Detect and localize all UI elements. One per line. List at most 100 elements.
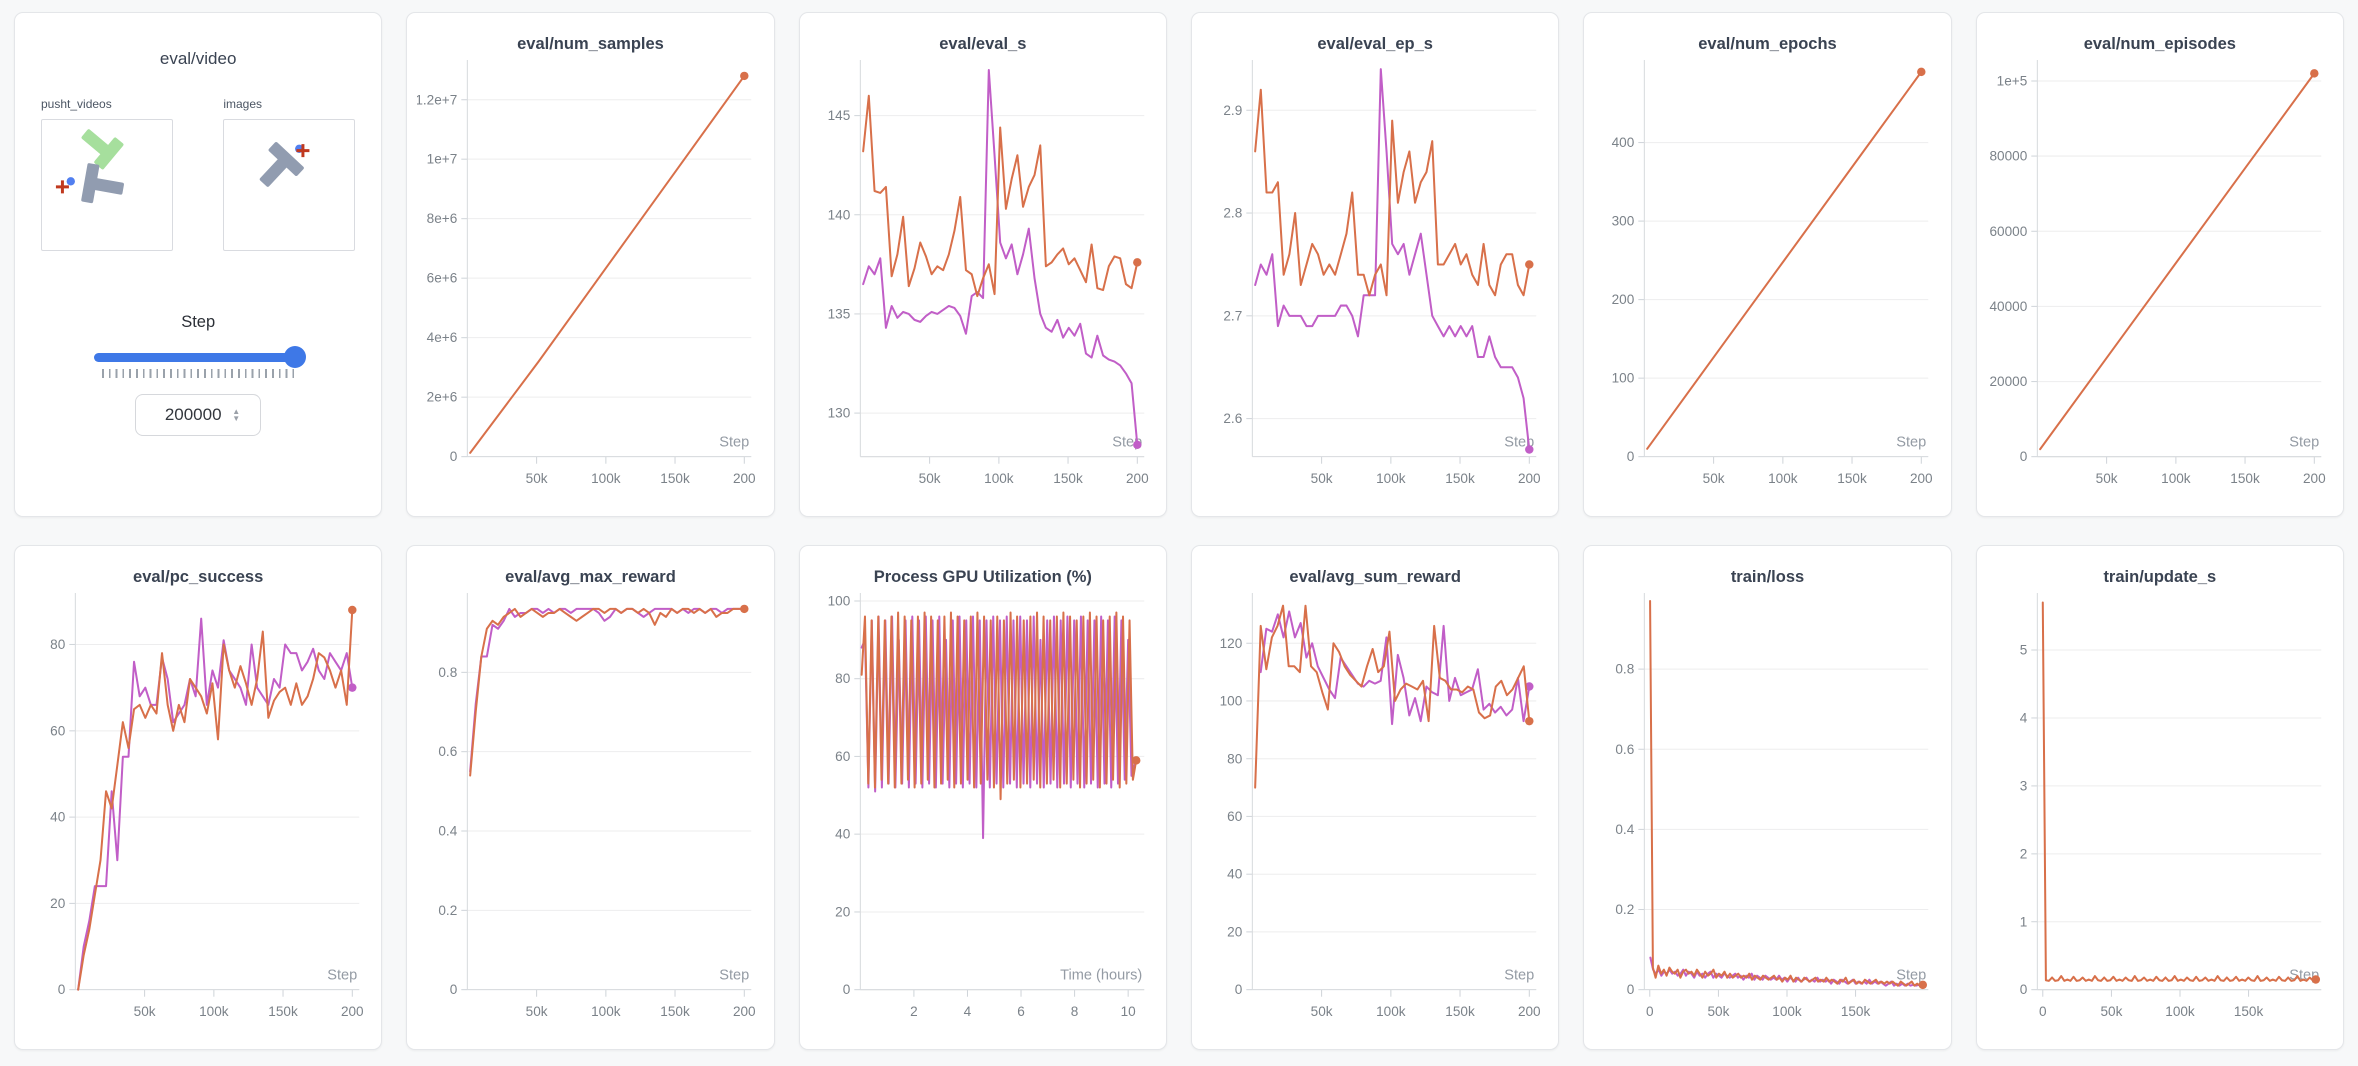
svg-text:50k: 50k: [1311, 1004, 1333, 1019]
svg-text:200: 200: [1518, 1004, 1541, 1019]
svg-text:0: 0: [842, 982, 850, 997]
step-slider-track[interactable]: [94, 353, 303, 362]
svg-text:6: 6: [1017, 1004, 1025, 1019]
svg-text:50k: 50k: [134, 1004, 156, 1019]
svg-text:0.4: 0.4: [1616, 822, 1635, 837]
panel-process-gpu-utilization: Process GPU Utilization (%) 0 20 40 60 80 100…: [798, 545, 1167, 1050]
svg-text:8: 8: [1070, 1004, 1078, 1019]
pusht-scene-image: [55, 129, 124, 204]
svg-text:40000: 40000: [1989, 299, 2027, 314]
panel-eval-num-epochs: eval/num_epochs 0 100 200 300 400 50k 100k 150k…: [1583, 12, 1952, 517]
svg-text:100k: 100k: [2161, 471, 2191, 486]
svg-text:0: 0: [450, 449, 458, 464]
svg-text:200: 200: [1518, 471, 1541, 486]
step-increment-icon[interactable]: ▲: [232, 407, 241, 416]
svg-text:0.8: 0.8: [1616, 662, 1635, 677]
svg-text:6e+6: 6e+6: [427, 271, 458, 286]
svg-text:145: 145: [827, 108, 850, 123]
svg-text:0: 0: [450, 982, 458, 997]
svg-text:100k: 100k: [591, 1004, 621, 1019]
chart-canvas-train-update-s[interactable]: 0 1 2 3 4 5 0 50k 100k 150k Step: [1977, 589, 2343, 1034]
svg-text:20: 20: [50, 896, 66, 911]
svg-text:120: 120: [1220, 636, 1243, 651]
svg-text:150k: 150k: [2233, 1004, 2263, 1019]
svg-text:8e+6: 8e+6: [427, 211, 458, 226]
svg-text:200: 200: [2303, 471, 2326, 486]
svg-text:100k: 100k: [1376, 471, 1406, 486]
svg-text:40: 40: [835, 827, 851, 842]
svg-text:0.2: 0.2: [1616, 902, 1635, 917]
svg-text:100k: 100k: [1768, 471, 1798, 486]
svg-text:Step: Step: [1897, 435, 1927, 451]
chart-canvas-train-loss[interactable]: 0 0.2 0.4 0.6 0.8 0 50k 100k 150k Step: [1584, 589, 1950, 1034]
chart-canvas-eval-num-epochs[interactable]: 0 100 200 300 400 50k 100k 150k 200 Step: [1584, 56, 1950, 501]
svg-text:0: 0: [2019, 449, 2027, 464]
svg-text:0.4: 0.4: [439, 824, 458, 839]
svg-text:Time (hours): Time (hours): [1060, 968, 1142, 984]
images-thumb: images: [223, 97, 356, 251]
pusht-videos-label: pusht_videos: [41, 97, 112, 111]
svg-text:0: 0: [58, 982, 66, 997]
images-label: images: [223, 97, 263, 111]
svg-text:150k: 150k: [661, 471, 691, 486]
step-slider[interactable]: [94, 346, 307, 368]
chart-canvas-eval-eval-s[interactable]: 130 135 140 145 50k 100k 150k 200 Step: [800, 56, 1166, 501]
chart-canvas-eval-num-episodes[interactable]: 0 20000 40000 60000 80000 1e+5 50k 100k 150k 200 S…: [1977, 56, 2343, 501]
svg-text:150k: 150k: [1053, 471, 1083, 486]
chart-canvas-process-gpu-utilization[interactable]: 0 20 40 60 80 100 2 4 6 8 10 Time (hours): [800, 589, 1166, 1034]
chart-title: eval/avg_max_reward: [505, 568, 676, 586]
svg-text:Step: Step: [720, 435, 750, 451]
svg-text:100k: 100k: [591, 471, 621, 486]
panel-eval-pc-success: eval/pc_success 0 20 40 60 80 50k 100k 150k 200 S…: [14, 545, 383, 1050]
video-thumbnails: pusht_videos: [15, 97, 381, 251]
svg-text:140: 140: [827, 207, 850, 222]
svg-text:150k: 150k: [1841, 1004, 1871, 1019]
svg-text:100k: 100k: [984, 471, 1014, 486]
svg-text:2.6: 2.6: [1223, 411, 1242, 426]
svg-text:150k: 150k: [1445, 1004, 1475, 1019]
step-input[interactable]: [156, 404, 231, 426]
svg-text:400: 400: [1612, 135, 1635, 150]
svg-text:150k: 150k: [2230, 471, 2260, 486]
svg-text:50k: 50k: [2100, 1004, 2122, 1019]
chart-title: train/update_s: [2103, 568, 2217, 586]
svg-text:150k: 150k: [661, 1004, 691, 1019]
chart-title: eval/eval_ep_s: [1317, 35, 1433, 53]
svg-text:50k: 50k: [1708, 1004, 1730, 1019]
svg-text:2: 2: [2019, 846, 2027, 861]
svg-text:50k: 50k: [526, 471, 548, 486]
svg-text:200: 200: [1612, 292, 1635, 307]
panel-eval-avg-sum-reward: eval/avg_sum_reward 0 20 40 60 80 100 120 50k 10…: [1191, 545, 1560, 1050]
chart-canvas-eval-eval-ep-s[interactable]: 2.6 2.7 2.8 2.9 50k 100k 150k 200 Step: [1192, 56, 1558, 501]
panel-eval-avg-max-reward: eval/avg_max_reward 0 0.2 0.4 0.6 0.8 50k 100k…: [406, 545, 775, 1050]
chart-title: train/loss: [1730, 568, 1805, 586]
step-decrement-icon[interactable]: ▼: [232, 414, 241, 423]
svg-text:2e+6: 2e+6: [427, 390, 458, 405]
svg-text:1e+7: 1e+7: [427, 152, 458, 167]
step-slider-thumb[interactable]: [284, 346, 307, 368]
panel-eval-video: eval/video pusht_videos: [14, 12, 383, 517]
images-thumbnail[interactable]: [223, 119, 356, 251]
svg-text:0: 0: [2039, 1004, 2047, 1019]
svg-text:0: 0: [1627, 449, 1635, 464]
svg-text:20: 20: [1227, 924, 1243, 939]
chart-title: Process GPU Utilization (%): [873, 568, 1092, 586]
chart-title: eval/eval_s: [939, 35, 1027, 53]
step-label: Step: [181, 313, 216, 331]
chart-canvas-eval-num-samples[interactable]: 0 2e+6 4e+6 6e+6 8e+6 1e+7 1.2e+7 50k 100k 150k 20…: [407, 56, 773, 501]
svg-text:Step: Step: [2289, 435, 2319, 451]
svg-text:5: 5: [2019, 643, 2027, 658]
chart-canvas-eval-avg-max-reward[interactable]: 0 0.2 0.4 0.6 0.8 50k 100k 150k 200 Step: [407, 589, 773, 1034]
panel-eval-num-episodes: eval/num_episodes 0 20000 40000 60000 80000 1…: [1975, 12, 2344, 517]
svg-text:100: 100: [1220, 693, 1243, 708]
svg-text:135: 135: [827, 306, 850, 321]
svg-text:100: 100: [1612, 371, 1635, 386]
svg-text:200: 200: [733, 1004, 756, 1019]
svg-text:Step: Step: [720, 968, 750, 984]
svg-text:1e+5: 1e+5: [1996, 73, 2027, 88]
chart-canvas-eval-pc-success[interactable]: 0 20 40 60 80 50k 100k 150k 200 Step: [15, 589, 381, 1034]
chart-canvas-eval-avg-sum-reward[interactable]: 0 20 40 60 80 100 120 50k 100k 150k 200 Step: [1192, 589, 1558, 1034]
pusht-video-thumbnail[interactable]: [41, 119, 173, 251]
svg-text:100k: 100k: [199, 1004, 229, 1019]
